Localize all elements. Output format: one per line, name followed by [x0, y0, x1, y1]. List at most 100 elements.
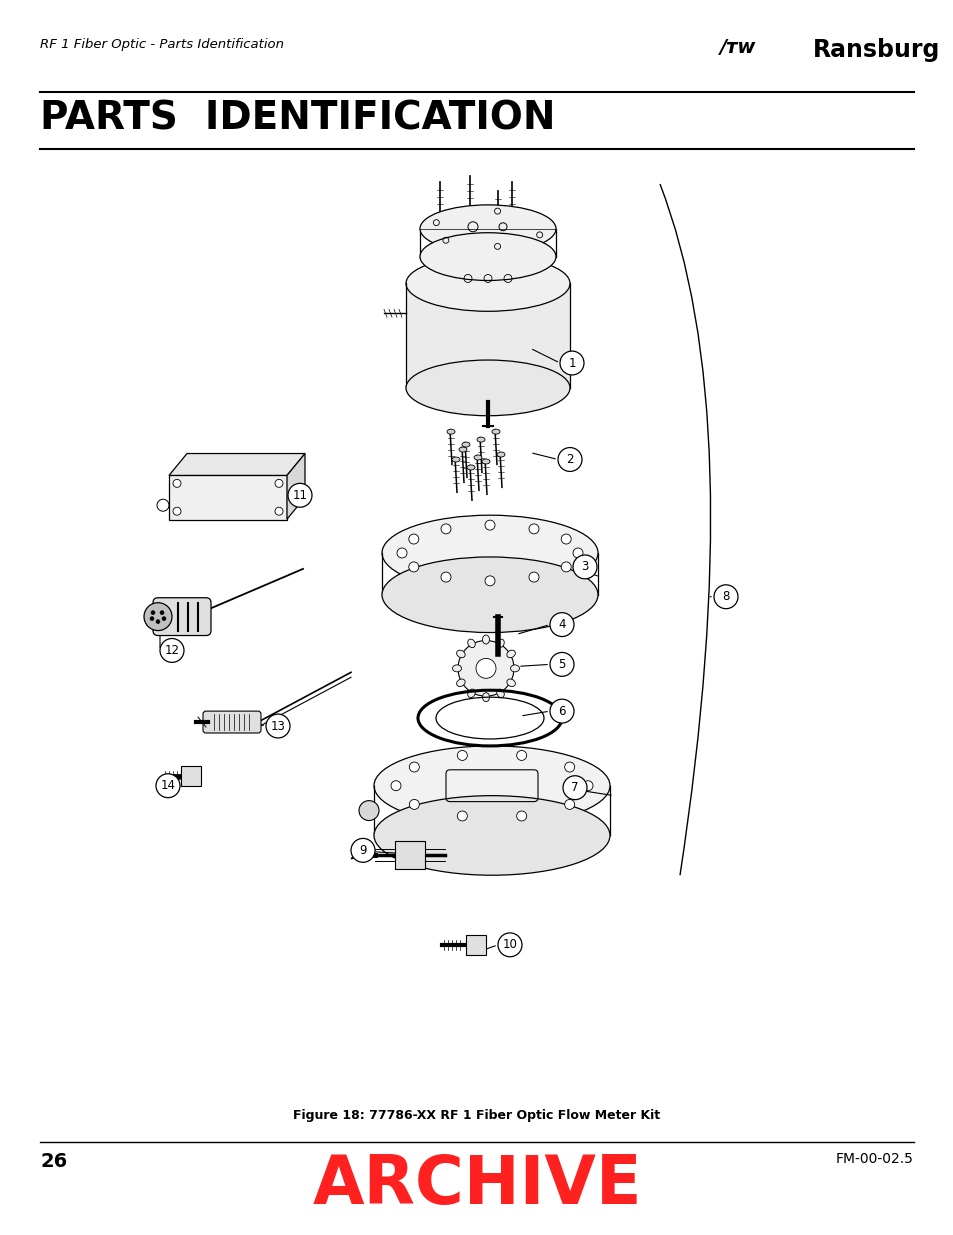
Ellipse shape	[456, 679, 465, 687]
Circle shape	[564, 799, 574, 809]
Polygon shape	[406, 284, 569, 388]
Circle shape	[517, 811, 526, 821]
Ellipse shape	[510, 664, 519, 672]
Ellipse shape	[406, 256, 569, 311]
Circle shape	[162, 616, 166, 621]
Ellipse shape	[452, 664, 461, 672]
Ellipse shape	[406, 361, 569, 416]
Ellipse shape	[458, 447, 467, 452]
Circle shape	[396, 548, 407, 558]
Circle shape	[517, 751, 526, 761]
Text: 4: 4	[558, 618, 565, 631]
Circle shape	[172, 479, 181, 488]
Circle shape	[456, 751, 467, 761]
Circle shape	[484, 520, 495, 530]
Circle shape	[150, 616, 153, 621]
Text: 6: 6	[558, 705, 565, 718]
Circle shape	[156, 620, 160, 624]
Circle shape	[409, 799, 419, 809]
Ellipse shape	[447, 429, 455, 435]
Ellipse shape	[467, 640, 475, 647]
Circle shape	[151, 610, 154, 615]
FancyBboxPatch shape	[395, 841, 424, 869]
FancyBboxPatch shape	[169, 475, 287, 520]
Circle shape	[573, 548, 582, 558]
Circle shape	[564, 762, 574, 772]
Text: FM-00-02.5: FM-00-02.5	[835, 1152, 913, 1166]
Circle shape	[559, 351, 583, 375]
Text: 10: 10	[502, 939, 517, 951]
Circle shape	[573, 555, 597, 579]
Circle shape	[562, 776, 586, 799]
Text: ARCHIVE: ARCHIVE	[312, 1152, 641, 1218]
Ellipse shape	[467, 689, 475, 698]
Ellipse shape	[381, 557, 598, 632]
Ellipse shape	[419, 205, 556, 253]
Circle shape	[550, 613, 574, 636]
Circle shape	[456, 811, 467, 821]
Text: 14: 14	[160, 779, 175, 792]
Polygon shape	[287, 453, 305, 519]
Ellipse shape	[461, 442, 470, 447]
Text: 1: 1	[568, 357, 576, 369]
Circle shape	[288, 483, 312, 508]
Polygon shape	[169, 453, 305, 475]
Circle shape	[558, 447, 581, 472]
Ellipse shape	[374, 795, 609, 876]
Ellipse shape	[481, 459, 490, 464]
FancyBboxPatch shape	[152, 598, 211, 636]
Circle shape	[440, 572, 451, 582]
Circle shape	[582, 781, 593, 790]
Text: 5: 5	[558, 658, 565, 671]
Circle shape	[457, 641, 514, 697]
FancyBboxPatch shape	[181, 766, 201, 785]
Ellipse shape	[374, 746, 609, 825]
Text: Ransburg: Ransburg	[812, 38, 939, 62]
Circle shape	[274, 479, 283, 488]
Circle shape	[351, 839, 375, 862]
Ellipse shape	[482, 693, 489, 701]
Text: 13: 13	[271, 720, 285, 732]
Circle shape	[484, 576, 495, 585]
Ellipse shape	[467, 464, 475, 471]
Circle shape	[266, 714, 290, 739]
Circle shape	[409, 762, 419, 772]
Ellipse shape	[381, 515, 598, 590]
FancyBboxPatch shape	[465, 935, 485, 955]
Ellipse shape	[452, 457, 459, 462]
Circle shape	[156, 774, 180, 798]
Text: /тw: /тw	[720, 38, 756, 57]
Circle shape	[409, 562, 418, 572]
Text: PARTS  IDENTIFICATION: PARTS IDENTIFICATION	[40, 100, 555, 137]
Text: Figure 18: 77786-XX RF 1 Fiber Optic Flow Meter Kit: Figure 18: 77786-XX RF 1 Fiber Optic Flo…	[294, 1109, 659, 1121]
Circle shape	[529, 572, 538, 582]
Text: 26: 26	[40, 1152, 67, 1171]
Ellipse shape	[419, 232, 556, 280]
Circle shape	[560, 562, 571, 572]
Ellipse shape	[456, 650, 465, 658]
Circle shape	[550, 699, 574, 722]
Circle shape	[144, 603, 172, 631]
Circle shape	[476, 658, 496, 678]
Circle shape	[358, 800, 378, 820]
Text: 8: 8	[721, 590, 729, 603]
Circle shape	[160, 638, 184, 662]
Ellipse shape	[492, 429, 499, 435]
Ellipse shape	[474, 454, 481, 459]
Ellipse shape	[506, 679, 515, 687]
Circle shape	[550, 652, 574, 677]
Ellipse shape	[497, 689, 504, 698]
Text: RF 1 Fiber Optic - Parts Identification: RF 1 Fiber Optic - Parts Identification	[40, 38, 284, 51]
Circle shape	[391, 781, 400, 790]
Ellipse shape	[497, 640, 504, 647]
Circle shape	[172, 508, 181, 515]
Circle shape	[713, 585, 738, 609]
Ellipse shape	[497, 452, 504, 457]
Text: 11: 11	[293, 489, 307, 501]
Text: 9: 9	[359, 844, 366, 857]
Circle shape	[409, 534, 418, 545]
Ellipse shape	[482, 635, 489, 643]
Circle shape	[440, 524, 451, 534]
Text: 2: 2	[566, 453, 573, 466]
Circle shape	[560, 534, 571, 545]
